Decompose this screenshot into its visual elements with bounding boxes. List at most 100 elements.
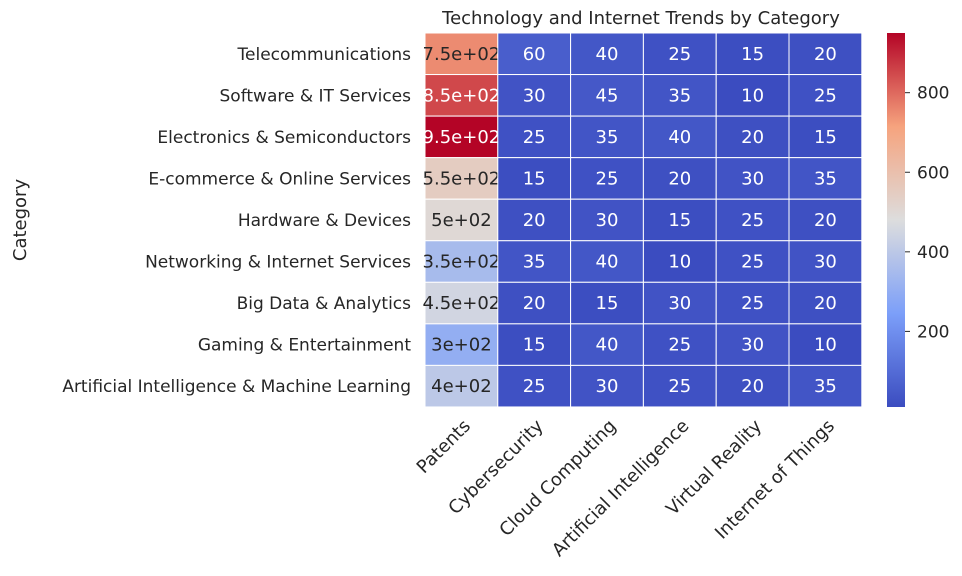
cell-value-label: 60 [523, 44, 546, 65]
heatmap-cell [715, 323, 790, 366]
cell-value-label: 15 [668, 210, 691, 231]
heatmap-cell [642, 115, 717, 159]
row-label: Hardware & Devices [238, 211, 411, 231]
cell-value-label: 5.5e+02 [423, 168, 501, 189]
heatmap-cell [424, 198, 499, 242]
colorbar-ticks: 200 400 600 800 [905, 84, 949, 342]
heatmap-cell [715, 364, 790, 408]
cell-value-label: 15 [523, 335, 546, 356]
cell-value-label: 35 [523, 252, 546, 273]
cell-value-label: 10 [814, 335, 837, 356]
chart-title: Technology and Internet Trends by Catego… [441, 8, 840, 29]
cell-value-label: 20 [814, 210, 837, 231]
cell-value-label: 25 [814, 85, 837, 106]
y-axis-label: Category [10, 179, 31, 262]
cell-value-label: 25 [523, 376, 546, 397]
heatmap-cell [424, 364, 499, 408]
heatmap-cell [642, 74, 717, 117]
cell-value-label: 30 [596, 210, 619, 231]
cell-value-label: 20 [523, 210, 546, 231]
heatmap-cell [424, 240, 499, 283]
heatmap-cell [642, 157, 717, 200]
column-label: Patents [413, 416, 475, 478]
cell-value-label: 20 [814, 293, 837, 314]
cell-value-label: 20 [668, 168, 691, 189]
cell-value-label: 25 [596, 168, 619, 189]
cell-value-label: 40 [596, 252, 619, 273]
cell-value-label: 40 [596, 335, 619, 356]
cell-value-label: 25 [523, 127, 546, 148]
cell-value-label: 5e+02 [431, 210, 492, 231]
cell-value-label: 7.5e+02 [423, 44, 501, 65]
cell-value-label: 25 [741, 293, 764, 314]
heatmap-cell [788, 115, 863, 159]
cell-value-label: 45 [596, 85, 619, 106]
heatmap-cell [642, 323, 717, 366]
cell-value-label: 8.5e+02 [423, 85, 501, 106]
cell-value-label: 4e+02 [431, 376, 492, 397]
cell-value-label: 20 [741, 376, 764, 397]
cell-value-label: 20 [523, 293, 546, 314]
heatmap-cell [788, 198, 863, 242]
heatmap-cell [570, 157, 644, 200]
cell-value-label: 3e+02 [431, 335, 492, 356]
row-label: Telecommunications [237, 45, 412, 65]
colorbar-tick-label: 800 [917, 84, 949, 104]
heatmap-cells: 7.5e+02 60 40 25 15 20 8.5e+02 30 45 35 10 25 9.5e+0… [423, 32, 863, 408]
cell-value-label: 30 [668, 293, 691, 314]
cell-value-label: 30 [741, 168, 764, 189]
heatmap-cell [570, 364, 644, 408]
cell-value-label: 35 [668, 85, 691, 106]
heatmap-cell [497, 74, 572, 117]
column-label: Internet of Things [711, 416, 839, 544]
cell-value-label: 9.5e+02 [423, 127, 501, 148]
heatmap-cell [424, 157, 499, 200]
cell-value-label: 10 [668, 252, 691, 273]
cell-value-label: 25 [668, 376, 691, 397]
row-label: Software & IT Services [220, 86, 412, 106]
column-label: Artificial Intelligence [548, 416, 693, 561]
heatmap-cell [497, 364, 572, 408]
cell-value-label: 20 [741, 127, 764, 148]
heatmap-cell [788, 364, 863, 408]
colorbar-tick-label: 200 [917, 322, 949, 342]
row-labels: Telecommunications Software & IT Services… [62, 45, 411, 397]
heatmap-cell [497, 32, 572, 76]
cell-value-label: 3.5e+02 [423, 252, 501, 273]
heatmap-cell [497, 157, 572, 200]
heatmap-cell [788, 74, 863, 117]
cell-value-label: 20 [814, 44, 837, 65]
cell-value-label: 4.5e+02 [423, 293, 501, 314]
colorbar-tick-label: 400 [917, 243, 949, 263]
cell-value-label: 40 [596, 44, 619, 65]
cell-value-label: 30 [814, 252, 837, 273]
row-label: Artificial Intelligence & Machine Learni… [62, 377, 411, 397]
cell-value-label: 40 [668, 127, 691, 148]
heatmap-cell [788, 323, 863, 366]
heatmap-cell [570, 323, 644, 366]
cell-value-label: 30 [741, 335, 764, 356]
cell-value-label: 25 [668, 335, 691, 356]
heatmap-cell [570, 198, 644, 242]
cell-value-label: 15 [814, 127, 837, 148]
colorbar-tick-label: 600 [917, 163, 949, 183]
heatmap-cell [424, 323, 499, 366]
heatmap-cell [715, 157, 790, 200]
row-label: Big Data & Analytics [237, 294, 412, 314]
heatmap-cell [788, 157, 863, 200]
cell-value-label: 15 [596, 293, 619, 314]
cell-value-label: 15 [523, 168, 546, 189]
heatmap-cell [642, 281, 717, 325]
row-label: Electronics & Semiconductors [157, 128, 411, 148]
cell-value-label: 25 [741, 252, 764, 273]
heatmap-cell [788, 281, 863, 325]
cell-value-label: 10 [741, 85, 764, 106]
heatmap-cell [570, 32, 644, 76]
cell-value-label: 25 [668, 44, 691, 65]
colorbar [887, 33, 905, 407]
heatmap-cell [788, 32, 863, 76]
cell-value-label: 30 [596, 376, 619, 397]
row-label: Networking & Internet Services [145, 253, 411, 273]
heatmap-cell [642, 198, 717, 242]
